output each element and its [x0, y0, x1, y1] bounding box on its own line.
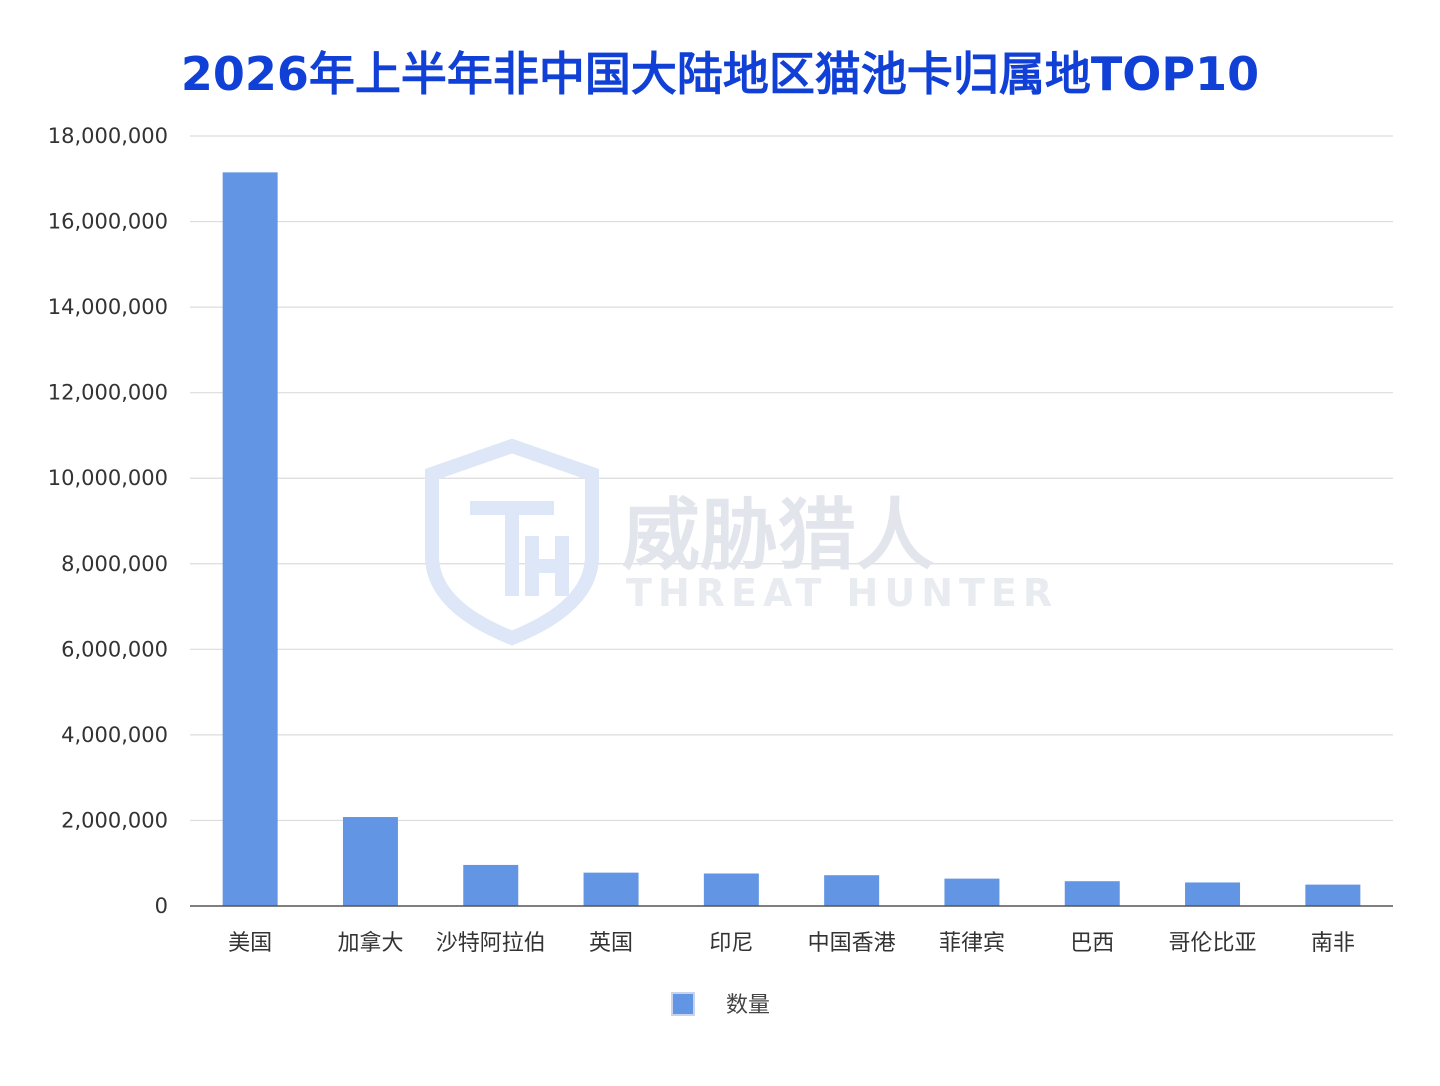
y-tick-label: 16,000,000 — [48, 210, 168, 234]
bar — [824, 875, 880, 906]
bar — [1064, 881, 1120, 906]
legend: 数量 — [671, 992, 770, 1018]
y-axis-tick-labels: 0 2,000,000 4,000,000 6,000,000 8,000,000 10,… — [48, 124, 168, 918]
shield-th-logo-icon — [425, 438, 599, 646]
bar — [463, 864, 519, 906]
bar — [583, 872, 639, 906]
bar — [944, 878, 1000, 906]
x-category-label: 哥伦比亚 — [1169, 931, 1257, 956]
y-tick-label: 12,000,000 — [48, 381, 168, 405]
x-category-label: 中国香港 — [808, 931, 896, 956]
chart-title: 2026年上半年非中国大陆地区猫池卡归属地TOP10 — [180, 47, 1260, 101]
x-axis-category-labels: 美国 加拿大 沙特阿拉伯 英国 印尼 中国香港 菲律宾 巴西 哥伦比亚 南非 — [228, 930, 1355, 956]
y-tick-label: 8,000,000 — [61, 552, 168, 576]
bar — [1305, 884, 1361, 906]
y-tick-label: 14,000,000 — [48, 295, 168, 319]
x-category-label: 沙特阿拉伯 — [436, 931, 546, 956]
x-category-label: 印尼 — [709, 931, 753, 956]
watermark-text-en: THREAT HUNTER — [626, 571, 1058, 615]
y-tick-label: 2,000,000 — [61, 808, 168, 832]
watermark-text-cn: 威胁猎人 — [622, 491, 934, 581]
legend-swatch — [671, 992, 695, 1016]
x-category-label: 美国 — [228, 931, 272, 956]
y-tick-label: 18,000,000 — [48, 124, 168, 148]
y-tick-label: 10,000,000 — [48, 466, 168, 490]
x-category-label: 菲律宾 — [939, 931, 1005, 956]
watermark: 威胁猎人 THREAT HUNTER — [425, 438, 1058, 646]
y-tick-label: 4,000,000 — [61, 723, 168, 747]
bar — [1185, 882, 1241, 906]
y-tick-label: 6,000,000 — [61, 637, 168, 661]
gridlines — [190, 135, 1393, 822]
x-category-label: 英国 — [589, 931, 633, 956]
legend-label: 数量 — [726, 993, 770, 1018]
bars — [222, 172, 1361, 907]
x-category-label: 加拿大 — [337, 930, 403, 956]
bar — [222, 172, 278, 907]
bar — [342, 817, 398, 906]
x-category-label: 巴西 — [1070, 931, 1114, 956]
y-tick-label: 0 — [155, 894, 168, 918]
x-category-label: 南非 — [1311, 931, 1355, 956]
bar — [703, 873, 759, 906]
